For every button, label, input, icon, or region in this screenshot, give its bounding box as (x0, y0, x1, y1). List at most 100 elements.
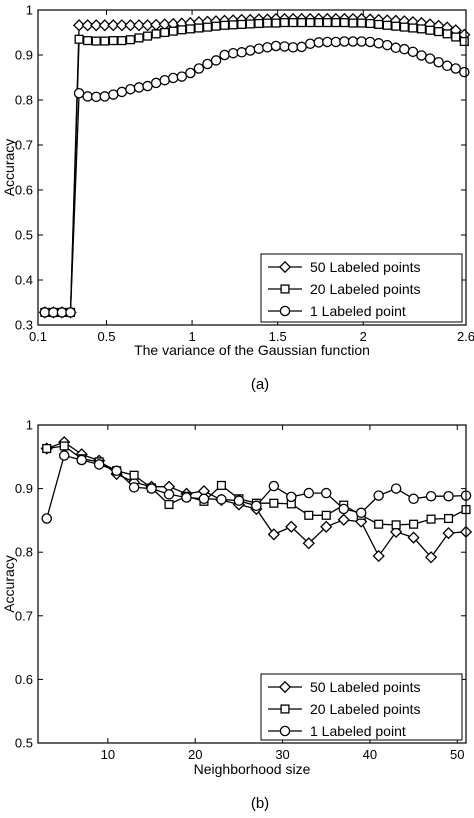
x-tick-label: 0.5 (97, 329, 115, 344)
data-point-circle (210, 55, 222, 66)
data-point-circle (433, 56, 444, 68)
chart-b-legend: 50 Labeled points 20 Labeled points 1 Labe… (260, 673, 463, 741)
chart-a-caption: (a) (251, 376, 269, 393)
data-point-square (151, 29, 161, 39)
data-point-square (164, 499, 174, 510)
data-point-square (297, 18, 307, 28)
data-point-square (304, 510, 314, 520)
data-point-circle (330, 36, 342, 48)
legend-label: 50 Labeled points (310, 259, 421, 275)
legend-marker-circle (279, 725, 291, 737)
legend-label: 1 Labeled point (310, 723, 406, 739)
legend-marker-diamond (278, 680, 292, 694)
data-point-circle (82, 91, 93, 102)
data-point-square (143, 31, 153, 41)
data-point-square (129, 470, 139, 480)
data-point-square (425, 25, 435, 35)
data-point-square (357, 18, 367, 28)
data-point-circle (159, 74, 170, 86)
data-point-square (228, 20, 238, 30)
y-tick-label: 0.6 (15, 183, 33, 198)
data-point-circle (65, 307, 76, 318)
data-point-circle (176, 71, 188, 82)
data-point-circle (39, 307, 51, 318)
data-point-circle (356, 36, 367, 47)
data-point-circle (56, 307, 68, 318)
chart-b-caption: (b) (251, 795, 269, 812)
data-point-circle (133, 82, 145, 93)
chart-b-plot-frame (37, 424, 467, 744)
x-tick-label: 1.5 (269, 329, 287, 344)
data-point-circle (142, 80, 153, 92)
data-point-circle (355, 507, 367, 519)
data-point-square (288, 18, 298, 28)
data-point-circle (268, 480, 280, 492)
data-point-circle (111, 465, 122, 477)
legend-marker-square (280, 704, 290, 714)
data-point-diamond (267, 528, 280, 541)
data-point-square (108, 36, 118, 46)
data-point-diamond (132, 19, 146, 32)
legend-label: 20 Labeled points (310, 281, 421, 297)
data-point-circle (116, 86, 128, 98)
data-point-square (59, 441, 69, 451)
data-point-circle (399, 43, 410, 55)
data-point-circle (185, 67, 196, 79)
data-point-circle (167, 72, 179, 84)
data-point-circle (459, 66, 470, 78)
y-tick-label: 0.9 (15, 48, 33, 63)
legend-marker-circle (279, 305, 291, 317)
y-tick-label: 0.5 (15, 228, 33, 243)
legend-label: 50 Labeled points (310, 679, 421, 695)
data-point-circle (125, 83, 136, 95)
x-tick-label: 2.6 (457, 329, 474, 344)
data-point-diamond (124, 19, 137, 32)
data-point-circle (227, 47, 239, 59)
data-point-circle (150, 77, 162, 89)
data-point-square (443, 513, 454, 524)
y-tick-label: 0.7 (15, 138, 33, 153)
data-point-diamond (442, 527, 455, 540)
data-point-square (134, 33, 144, 43)
y-tick-label: 0.8 (15, 93, 33, 108)
data-point-circle (198, 493, 210, 505)
data-point-diamond (72, 19, 86, 32)
data-point-square (409, 519, 419, 529)
data-point-circle (364, 36, 376, 48)
data-point-circle (279, 41, 290, 52)
y-tick-label: 0.5 (15, 736, 33, 751)
data-point-square (160, 27, 170, 38)
data-point-square (321, 510, 331, 520)
x-tick-label: 20 (188, 747, 202, 762)
y-tick-label: 0.4 (15, 273, 33, 288)
legend-label: 20 Labeled points (310, 701, 421, 717)
chart-b-axes: 10 20 30 40 50 0.5 0.6 0.7 0.8 0.9 1 (15, 418, 466, 762)
data-point-circle (443, 490, 454, 502)
data-point-circle (245, 45, 256, 56)
data-point-circle (450, 63, 461, 74)
data-point-circle (313, 37, 325, 48)
data-point-square (185, 24, 195, 34)
data-point-square (391, 520, 401, 530)
data-point-square (42, 443, 52, 454)
data-point-circle (425, 490, 437, 502)
data-point-diamond (407, 531, 420, 544)
data-point-square (262, 18, 272, 28)
data-point-circle (286, 491, 297, 503)
data-point-diamond (337, 513, 350, 526)
chart-b-xlabel: Neighborhood size (194, 761, 311, 777)
chart-b-ylabel: Accuracy (1, 555, 17, 613)
data-point-circle (441, 60, 453, 72)
data-point-circle (48, 307, 59, 318)
data-point-circle (408, 493, 419, 505)
data-point-circle (373, 38, 384, 49)
data-point-square (254, 18, 264, 29)
data-point-square (305, 18, 315, 28)
legend-box (260, 673, 463, 741)
data-point-circle (76, 454, 87, 466)
data-point-circle (339, 36, 350, 47)
data-point-circle (236, 47, 247, 58)
data-point-square (374, 19, 384, 29)
data-point-diamond (390, 525, 403, 538)
data-point-diamond (285, 520, 298, 533)
